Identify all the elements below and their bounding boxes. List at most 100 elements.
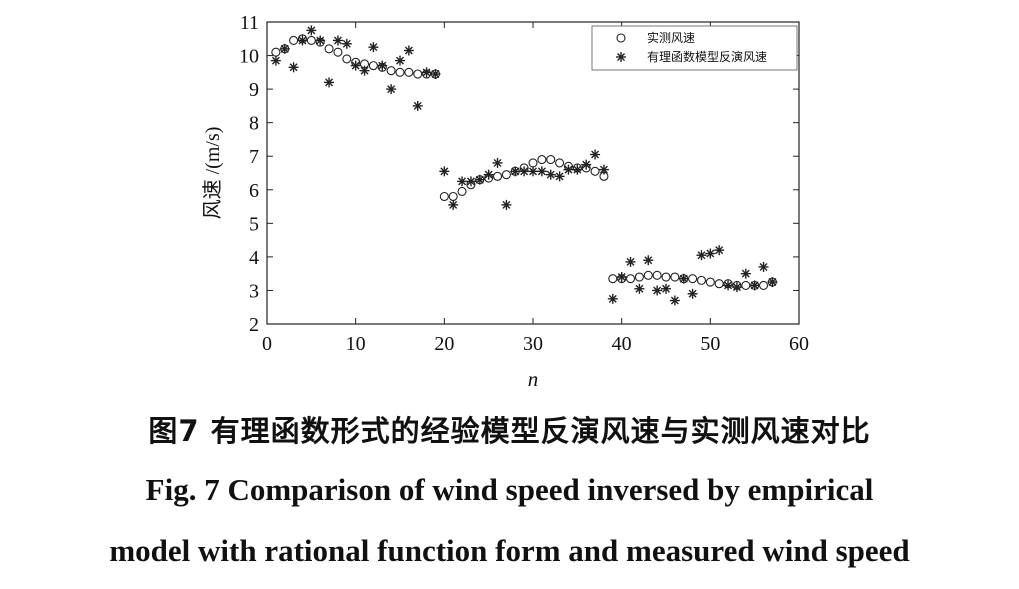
measured-point xyxy=(333,47,343,57)
inversed-point xyxy=(368,42,379,53)
series-measured xyxy=(271,34,777,290)
inversed-point xyxy=(288,62,299,73)
inversed-point xyxy=(510,166,521,177)
measured-point xyxy=(625,274,636,284)
inversed-point xyxy=(421,67,432,78)
inversed-point xyxy=(661,283,671,294)
inversed-point xyxy=(723,280,734,291)
inversed-point xyxy=(598,164,609,175)
inversed-point xyxy=(501,199,512,210)
inversed-point xyxy=(324,77,335,88)
inversed-point xyxy=(687,288,698,299)
y-tick-label: 11 xyxy=(240,12,259,34)
x-tick-label: 20 xyxy=(434,333,454,355)
inversed-point xyxy=(545,169,556,180)
inversed-point xyxy=(581,159,592,170)
inversed-point xyxy=(465,176,476,187)
inversed-point xyxy=(652,285,663,296)
inversed-point xyxy=(714,245,725,256)
measured-point xyxy=(696,275,707,285)
inversed-point xyxy=(474,174,485,185)
inversed-point xyxy=(563,164,574,175)
inversed-point xyxy=(643,255,654,266)
inversed-point xyxy=(315,35,326,46)
x-axis-ticks: 0 10 20 30 40 50 60 xyxy=(262,22,809,355)
y-tick-label: 5 xyxy=(249,213,259,235)
inversed-point xyxy=(669,295,680,306)
measured-point xyxy=(555,158,565,168)
legend: 实测风速 有理函数模型反演风速 xyxy=(591,25,798,71)
measured-point xyxy=(457,186,467,197)
measured-point xyxy=(413,69,423,79)
measured-point xyxy=(342,54,352,64)
x-axis-label: n xyxy=(528,367,539,391)
measured-point xyxy=(652,270,662,280)
figure-caption-chinese: 图7 有理函数形式的经验模型反演风速与实测风速对比 xyxy=(148,414,871,448)
inversed-point xyxy=(536,166,547,177)
inversed-point xyxy=(625,256,636,267)
inversed-point xyxy=(572,164,583,175)
inversed-point xyxy=(377,60,388,71)
figure-caption-english-line2: model with rational function form and me… xyxy=(109,533,910,568)
measured-point xyxy=(395,67,405,77)
measured-point xyxy=(546,155,556,165)
data-series xyxy=(270,25,778,306)
scatter-chart: 0 10 20 30 40 50 60 2 3 4 5 6 7 8 9 10 11 n 风速 /(m/s) 实… xyxy=(201,12,809,391)
inversed-point xyxy=(492,157,503,168)
y-axis-label: 风速 /(m/s) xyxy=(201,127,224,220)
legend-entry-inversed: 有理函数模型反演风速 xyxy=(647,49,767,64)
inversed-point xyxy=(678,273,689,284)
y-tick-label: 4 xyxy=(249,247,259,269)
inversed-point xyxy=(528,166,538,177)
legend-star-marker xyxy=(616,52,626,62)
measured-point xyxy=(404,67,414,77)
inversed-point xyxy=(306,25,317,36)
inversed-point xyxy=(554,171,565,182)
inversed-point xyxy=(749,280,760,291)
inversed-point xyxy=(448,199,459,210)
inversed-point xyxy=(705,248,716,259)
measured-point xyxy=(705,277,715,287)
measured-point xyxy=(634,272,644,282)
inversed-point xyxy=(350,60,361,71)
inversed-point xyxy=(386,84,397,95)
measured-point xyxy=(688,274,698,284)
legend-circle-marker xyxy=(616,33,626,43)
figure-caption-english-line1: Fig. 7 Comparison of wind speed inversed… xyxy=(145,472,874,507)
measured-point xyxy=(537,155,547,165)
inversed-point xyxy=(270,55,281,66)
measured-point xyxy=(608,274,618,284)
legend-entry-measured: 实测风速 xyxy=(647,30,695,45)
measured-point xyxy=(528,158,538,168)
measured-point xyxy=(324,44,334,54)
inversed-point xyxy=(332,35,343,46)
x-tick-label: 40 xyxy=(612,333,632,355)
measured-point xyxy=(643,270,653,280)
inversed-point xyxy=(359,65,370,76)
y-tick-label: 9 xyxy=(249,79,259,101)
inversed-point xyxy=(731,282,742,293)
inversed-point xyxy=(403,45,414,56)
y-tick-label: 8 xyxy=(249,113,259,135)
inversed-point xyxy=(457,176,468,187)
measured-point xyxy=(501,170,511,180)
measured-point xyxy=(758,280,769,290)
inversed-point xyxy=(758,261,769,272)
inversed-point xyxy=(767,277,778,288)
measured-point xyxy=(306,35,316,46)
inversed-point xyxy=(634,283,645,294)
measured-point xyxy=(448,191,458,202)
inversed-point xyxy=(412,100,423,111)
inversed-point xyxy=(395,55,405,66)
measured-point xyxy=(386,66,396,76)
y-tick-label: 3 xyxy=(249,280,259,302)
legend-markers xyxy=(616,33,626,62)
inversed-point xyxy=(696,250,707,261)
inversed-point xyxy=(590,149,601,160)
measured-point xyxy=(289,35,299,46)
measured-point xyxy=(590,166,600,176)
measured-point xyxy=(741,280,751,290)
inversed-point xyxy=(616,272,627,283)
x-tick-label: 0 xyxy=(262,333,272,355)
y-axis-ticks: 2 3 4 5 6 7 8 9 10 11 xyxy=(239,12,799,336)
